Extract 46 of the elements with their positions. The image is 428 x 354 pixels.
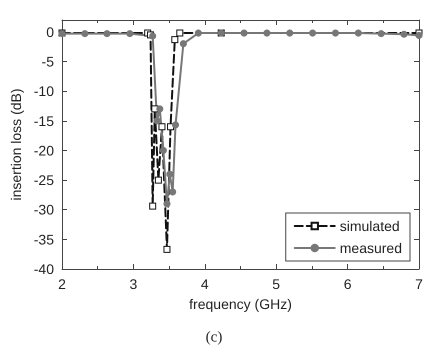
- point: [378, 30, 385, 38]
- point: [309, 30, 316, 37]
- x-axis-title: frequency (GHz): [189, 296, 292, 312]
- y-tick-label: -15: [34, 112, 54, 129]
- y-axis-title: insertion loss (dB): [8, 88, 24, 201]
- x-tick-label: 6: [344, 276, 352, 292]
- point: [332, 30, 339, 37]
- point: [172, 121, 180, 128]
- x-tick-label: 2: [58, 276, 66, 292]
- point: [153, 117, 160, 124]
- point: [171, 36, 178, 44]
- point: [176, 30, 184, 37]
- x-tick-label: 5: [272, 276, 280, 292]
- point: [194, 30, 202, 37]
- point: [180, 40, 187, 48]
- point: [154, 176, 162, 184]
- point: [163, 246, 170, 253]
- y-tick-label: -20: [34, 142, 54, 158]
- point: [81, 30, 88, 38]
- point: [263, 30, 270, 37]
- legend-label: simulated: [340, 218, 400, 234]
- point: [163, 200, 170, 208]
- y-tick-label: -10: [34, 83, 54, 100]
- point: [166, 170, 174, 178]
- point: [160, 146, 167, 154]
- point: [158, 123, 166, 130]
- point: [286, 30, 294, 37]
- y-tick-label: -25: [34, 172, 54, 188]
- x-tick-label: 3: [130, 276, 138, 292]
- point: [354, 30, 362, 37]
- point: [126, 30, 134, 38]
- y-tick-label: 0: [46, 24, 54, 40]
- x-tick-label: 7: [415, 276, 424, 292]
- point: [400, 30, 408, 38]
- y-tick-label: -5: [42, 54, 54, 70]
- y-tick-label: -30: [34, 202, 54, 218]
- point: [103, 30, 110, 38]
- y-tick-label: -35: [34, 231, 54, 248]
- point: [156, 105, 164, 112]
- x-tick-label: 4: [200, 276, 209, 292]
- y-tick-label: -40: [34, 261, 54, 277]
- point: [169, 188, 176, 196]
- point: [240, 30, 248, 37]
- legend-label: measured: [340, 240, 402, 256]
- point: [149, 202, 156, 210]
- text: (c): [206, 330, 222, 346]
